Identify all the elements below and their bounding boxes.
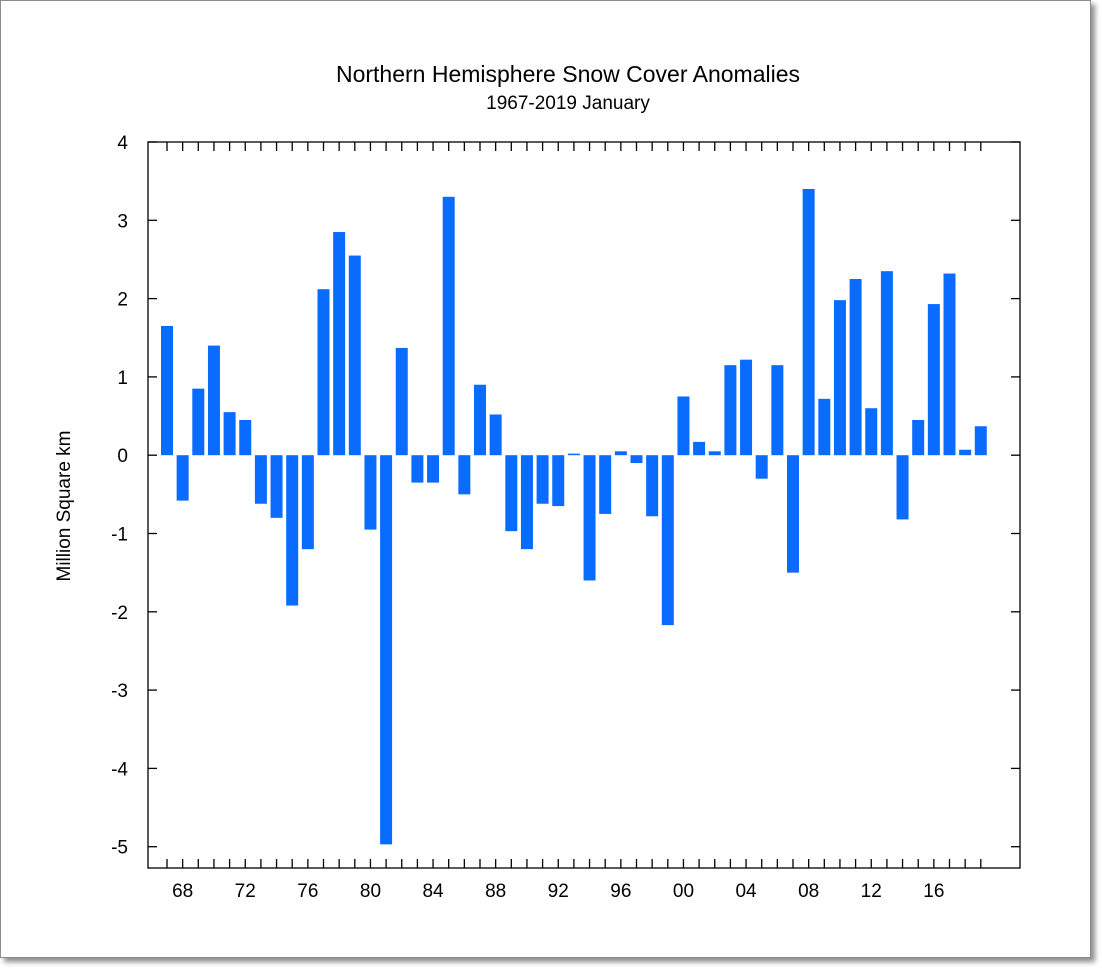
- bar-2018: [959, 449, 972, 456]
- bar-1988: [489, 414, 502, 456]
- bar-2005: [755, 455, 768, 479]
- bar-1974: [270, 455, 283, 518]
- y-tick-label: 0: [117, 446, 128, 467]
- bar-1967: [161, 326, 173, 456]
- bar-2010: [833, 300, 846, 456]
- x-tick-label: 08: [798, 881, 819, 902]
- plot-frame: [147, 141, 1021, 869]
- bar-1983: [411, 455, 424, 483]
- x-tick-label: 16: [923, 881, 944, 902]
- x-tick-label: 68: [172, 881, 193, 902]
- bar-2000: [677, 396, 690, 456]
- bar-1998: [646, 455, 659, 517]
- bar-1980: [364, 455, 377, 530]
- bar-1975: [286, 455, 299, 606]
- bar-2016: [927, 304, 940, 456]
- chart-subtitle: 1967-2019 January: [486, 93, 650, 114]
- y-tick-label: -3: [111, 681, 128, 702]
- x-tick-label: 12: [861, 881, 882, 902]
- bar-1981: [380, 455, 393, 845]
- bar-1997: [630, 455, 643, 464]
- y-tick-label: -5: [111, 838, 128, 859]
- bar-1996: [614, 451, 627, 456]
- y-tick-label: 3: [117, 211, 128, 232]
- x-tick-label: 76: [297, 881, 318, 902]
- bar-1993: [567, 453, 580, 456]
- bar-1970: [207, 345, 220, 456]
- x-tick-label: 04: [735, 881, 757, 902]
- bar-2009: [818, 398, 831, 456]
- y-tick-label: 2: [117, 290, 128, 311]
- bar-2014: [896, 455, 909, 520]
- bar-1969: [192, 388, 205, 456]
- x-tick-label: 88: [485, 881, 506, 902]
- chart-title: Northern Hemisphere Snow Cover Anomalies: [336, 61, 800, 87]
- bar-2015: [912, 419, 925, 456]
- bar-2002: [708, 451, 721, 456]
- y-tick-label: 4: [117, 133, 128, 154]
- bar-1977: [317, 289, 330, 456]
- y-tick-label: -1: [111, 525, 128, 546]
- x-tick-label: 96: [610, 881, 631, 902]
- bar-1994: [583, 455, 596, 581]
- bar-2004: [740, 359, 753, 456]
- bar-1976: [301, 455, 314, 550]
- bar-2006: [771, 365, 784, 456]
- bar-2013: [880, 271, 893, 456]
- bar-2017: [943, 273, 956, 456]
- bar-1987: [474, 384, 486, 456]
- bar-1992: [552, 455, 565, 507]
- bar-2003: [724, 365, 737, 456]
- y-tick-label: -2: [111, 603, 128, 624]
- x-tick-label: 84: [422, 881, 444, 902]
- bar-1971: [223, 412, 236, 456]
- bar-1991: [536, 455, 549, 504]
- bar-2007: [787, 455, 799, 573]
- plot-area: 4 3 2 1 0 -1 -2 -3 -4 -5 68 72 76 80 84 88 92 96 00 04 08 12 1…: [111, 133, 1021, 902]
- bar-1982: [395, 347, 408, 456]
- bar-1979: [348, 255, 361, 456]
- bar-1985: [442, 196, 455, 456]
- bar-2011: [849, 279, 862, 456]
- bar-1973: [254, 455, 267, 504]
- bar-2012: [865, 408, 878, 456]
- x-tick-label: 72: [235, 881, 256, 902]
- x-tick-label: 00: [673, 881, 694, 902]
- x-tick-label: 80: [360, 881, 381, 902]
- y-tick-label: -4: [111, 759, 128, 780]
- bar-1986: [458, 455, 471, 495]
- bar-2019: [974, 426, 987, 456]
- bar-1972: [239, 419, 252, 456]
- x-tick-label: 92: [548, 881, 569, 902]
- bar-2008: [802, 188, 815, 456]
- bar-1995: [599, 455, 612, 514]
- bar-1989: [505, 455, 518, 532]
- bar-1968: [176, 455, 189, 501]
- y-tick-label: 1: [117, 368, 128, 389]
- bar-1999: [661, 455, 674, 626]
- bar-2001: [693, 441, 706, 456]
- y-axis-label: Million Square km: [54, 431, 75, 582]
- bar-1978: [333, 232, 346, 456]
- bar-1984: [427, 455, 440, 483]
- bar-1990: [520, 455, 533, 550]
